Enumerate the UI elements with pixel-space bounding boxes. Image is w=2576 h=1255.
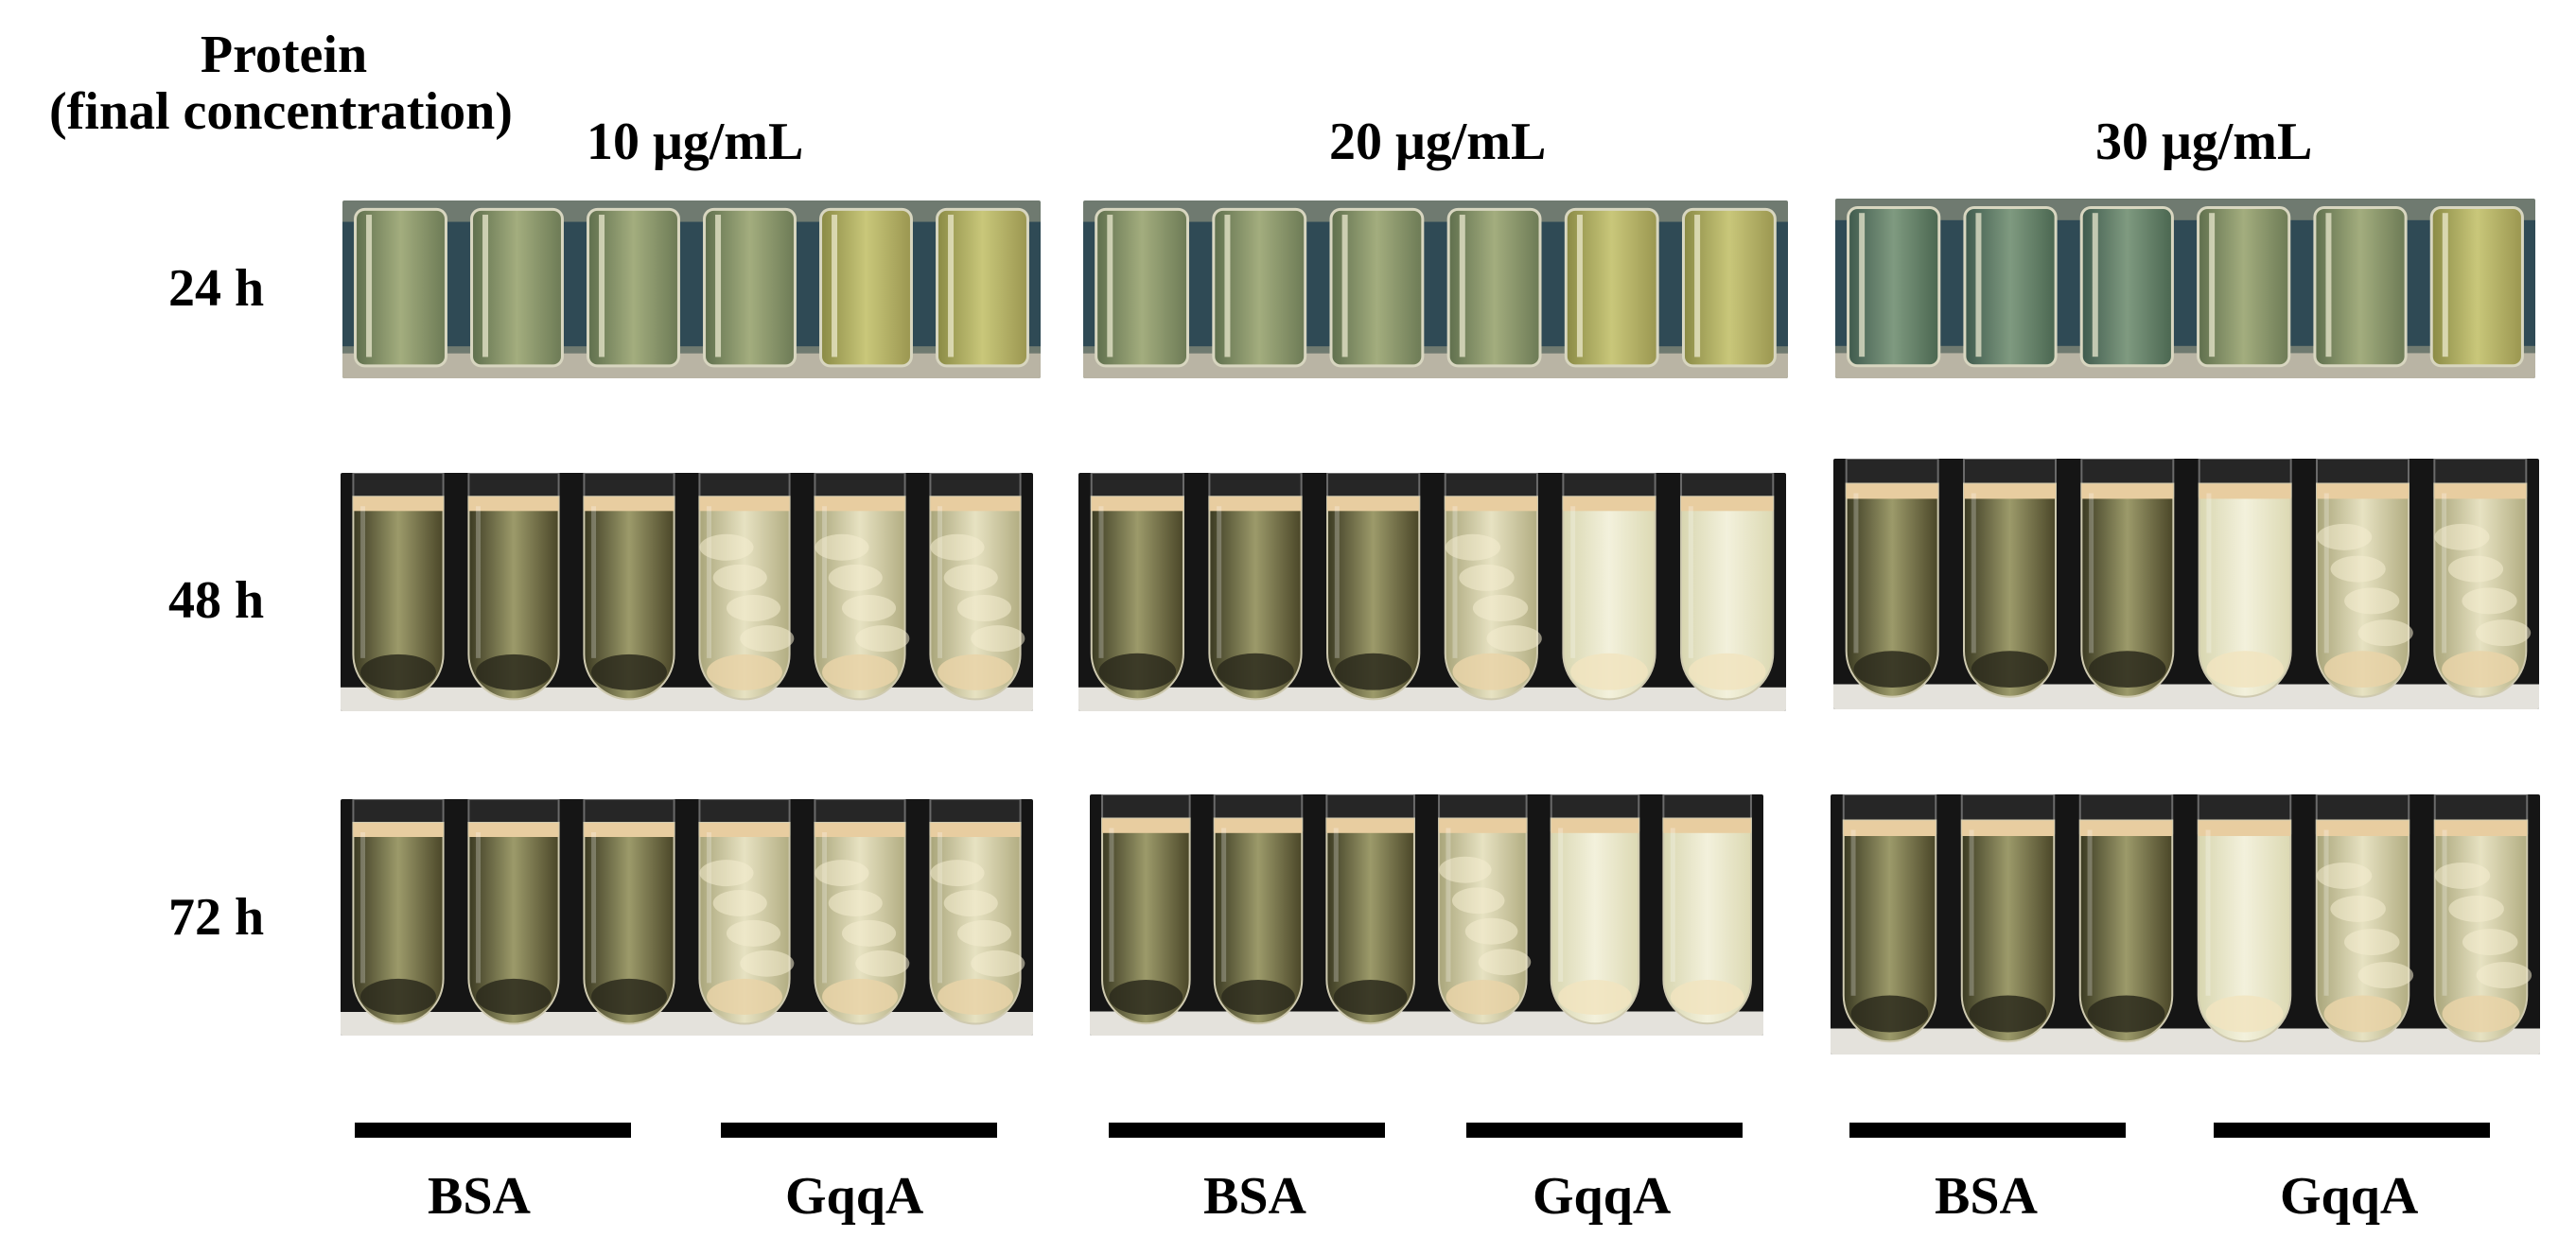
group-bar-bsa-10: [355, 1123, 631, 1138]
concentration-30: 30 μg/mL: [2095, 113, 2313, 171]
group-bar-gqqa-20: [1466, 1123, 1743, 1138]
group-label-gqqa-20: GqqA: [1533, 1167, 1672, 1226]
photo-24h-30ug: [1835, 199, 2535, 378]
photo-48h-30ug: [1833, 459, 2539, 709]
photo-24h-20ug: [1083, 200, 1788, 378]
concentration-20: 20 μg/mL: [1329, 113, 1547, 171]
group-label-bsa-30: BSA: [1935, 1167, 2038, 1226]
photo-24h-10ug: [342, 200, 1041, 378]
timepoint-72h: 72 h: [168, 888, 265, 947]
photo-48h-10ug: [341, 473, 1033, 711]
protein-label: Protein: [200, 26, 368, 84]
group-bar-bsa-30: [1849, 1123, 2126, 1138]
concentration-label: (final concentration): [49, 82, 513, 141]
group-label-bsa-20: BSA: [1203, 1167, 1306, 1226]
timepoint-24h: 24 h: [168, 259, 265, 318]
concentration-10: 10 μg/mL: [587, 113, 804, 171]
group-bar-gqqa-10: [721, 1123, 997, 1138]
group-label-bsa-10: BSA: [428, 1167, 531, 1226]
group-label-gqqa-30: GqqA: [2280, 1167, 2419, 1226]
photo-48h-20ug: [1078, 473, 1786, 711]
photo-72h-20ug: [1090, 794, 1763, 1036]
group-bar-bsa-20: [1109, 1123, 1385, 1138]
photo-72h-10ug: [341, 799, 1033, 1036]
photo-72h-30ug: [1831, 794, 2540, 1055]
group-label-gqqa-10: GqqA: [785, 1167, 924, 1226]
timepoint-48h: 48 h: [168, 571, 265, 630]
group-bar-gqqa-30: [2214, 1123, 2490, 1138]
